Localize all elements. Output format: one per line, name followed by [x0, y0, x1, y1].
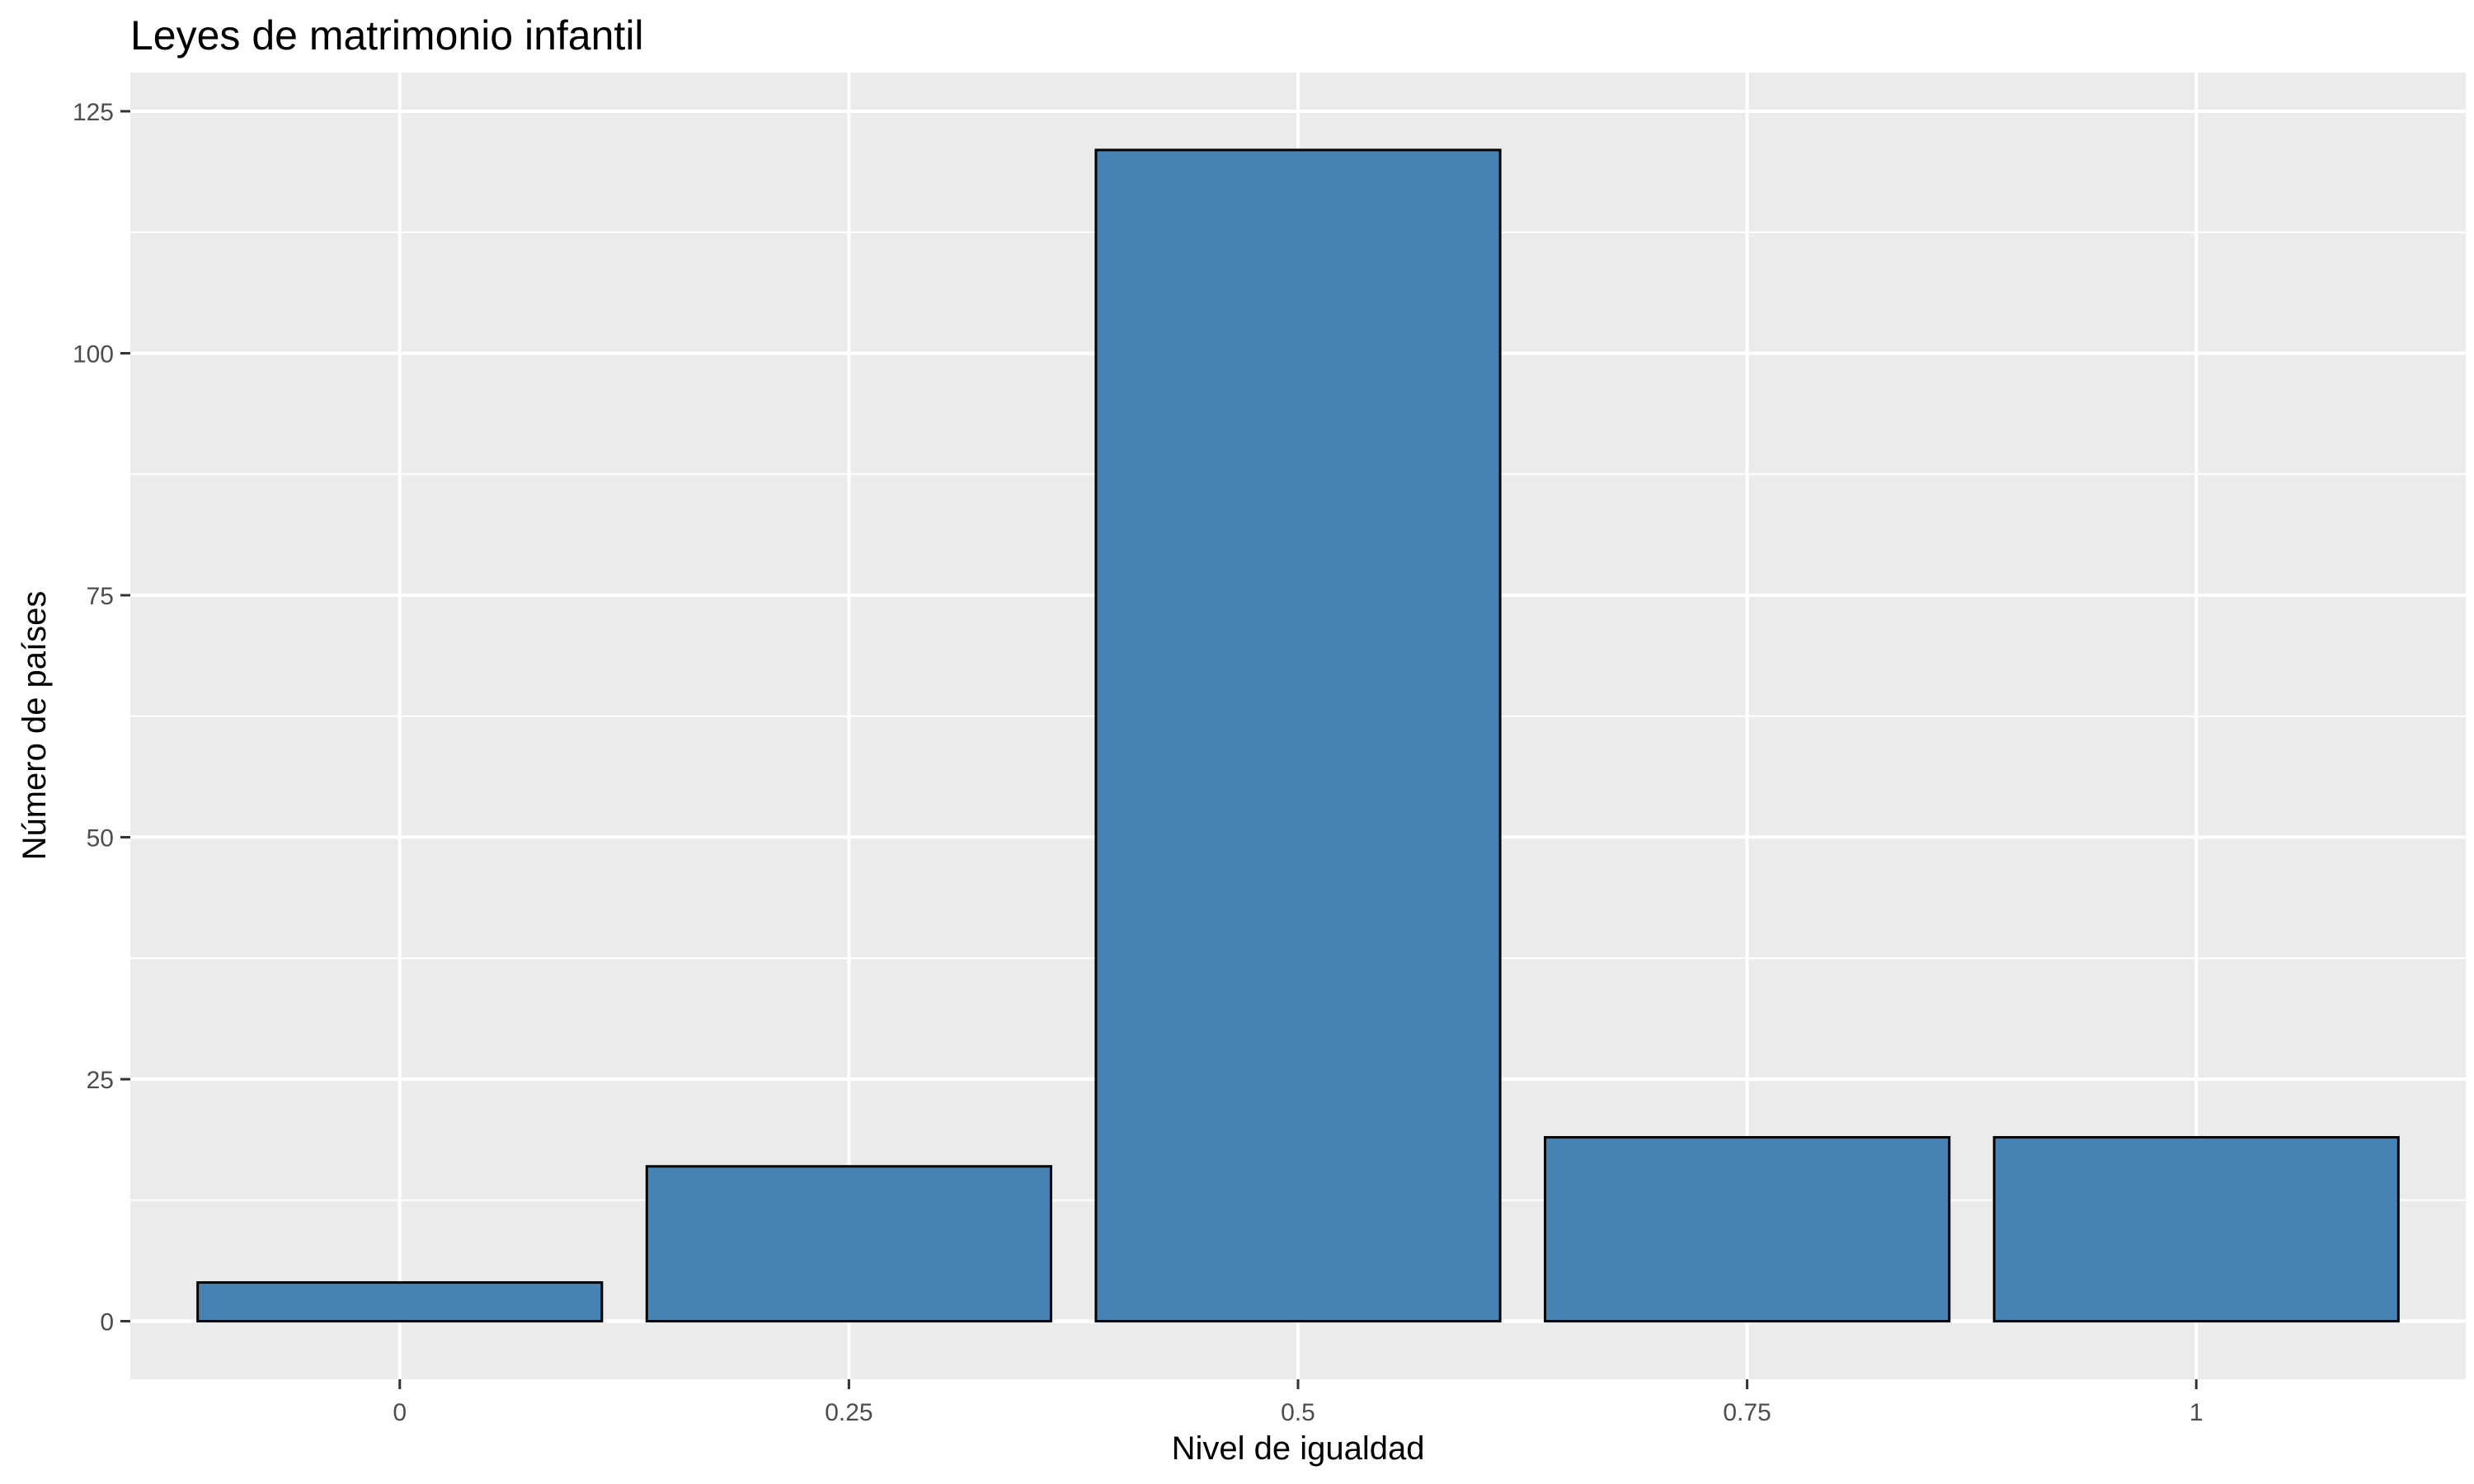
chart-title: Leyes de matrimonio infantil: [130, 12, 644, 59]
x-axis-ticks: 0 0.25 0.5 0.75 1: [393, 1379, 2204, 1426]
bar-0.5: [1094, 148, 1502, 1323]
bar-1: [1992, 1135, 2400, 1323]
y-tick-label: 50: [87, 825, 114, 852]
x-tick-label: 0.75: [1723, 1399, 1771, 1426]
bar-0.75: [1544, 1135, 1951, 1323]
x-tick-label: 1: [2189, 1399, 2204, 1426]
y-tick-label: 75: [87, 583, 114, 610]
bar-0: [196, 1281, 604, 1323]
y-tick-label: 25: [87, 1067, 114, 1094]
y-axis-title: Número de países: [16, 591, 53, 861]
bar-0.25: [645, 1165, 1052, 1323]
y-tick-label: 0: [100, 1309, 114, 1336]
y-axis-ticks: 0 25 50 75 100 125: [73, 99, 130, 1336]
x-tick-label: 0: [393, 1399, 407, 1426]
bars: [196, 148, 2400, 1323]
y-tick-label: 125: [73, 99, 114, 126]
x-axis-title: Nivel de igualdad: [1172, 1430, 1425, 1467]
x-tick-label: 0.5: [1281, 1399, 1315, 1426]
x-tick-label: 0.25: [825, 1399, 872, 1426]
y-tick-label: 100: [73, 340, 114, 368]
